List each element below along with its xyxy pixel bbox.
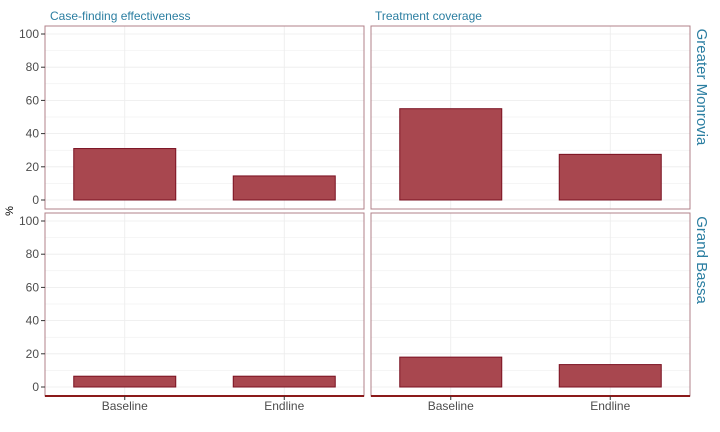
strip-row-greater-monrovia: Greater Monrovia [693, 29, 710, 146]
y-tick-label: 60 [26, 93, 40, 107]
panel-frame [370, 25, 691, 210]
bar-0-0-baseline [73, 148, 177, 201]
bar-0-1-baseline [399, 108, 503, 201]
bar-1-0-endline [232, 375, 336, 388]
bar-0-1-endline [558, 153, 662, 201]
bar-0-0-endline [232, 175, 336, 201]
y-tick-label: 40 [26, 127, 40, 141]
y-tick-label: 80 [26, 247, 40, 261]
y-tick-label: 80 [26, 60, 40, 74]
panel-frame [44, 25, 365, 210]
gridlines [45, 26, 690, 396]
panel-frames [41, 25, 691, 400]
y-tick-label: 20 [26, 347, 40, 361]
x-tick-label: Endline [264, 399, 304, 413]
y-tick-label: 100 [19, 27, 39, 41]
strip-col-case-finding: Case-finding effectiveness [50, 9, 191, 23]
bars [73, 108, 662, 388]
y-tick-label: 60 [26, 280, 40, 294]
y-tick-label: 0 [32, 380, 39, 394]
y-axis-label: % [4, 206, 16, 216]
x-tick-label: Baseline [428, 399, 474, 413]
strip-row-grand-bassa: Grand Bassa [693, 216, 710, 304]
strip-col-treatment-coverage: Treatment coverage [375, 9, 482, 23]
x-tick-label: Baseline [102, 399, 148, 413]
bar-1-0-baseline [73, 375, 177, 388]
y-tick-label: 100 [19, 214, 39, 228]
panel-frame [44, 212, 365, 397]
bar-1-1-endline [558, 364, 662, 388]
y-tick-label: 0 [32, 193, 39, 207]
labels: Case-finding effectiveness Treatment cov… [4, 9, 710, 413]
x-tick-label: Endline [590, 399, 630, 413]
bar-1-1-baseline [399, 356, 503, 388]
y-tick-label: 20 [26, 160, 40, 174]
y-tick-label: 40 [26, 314, 40, 328]
